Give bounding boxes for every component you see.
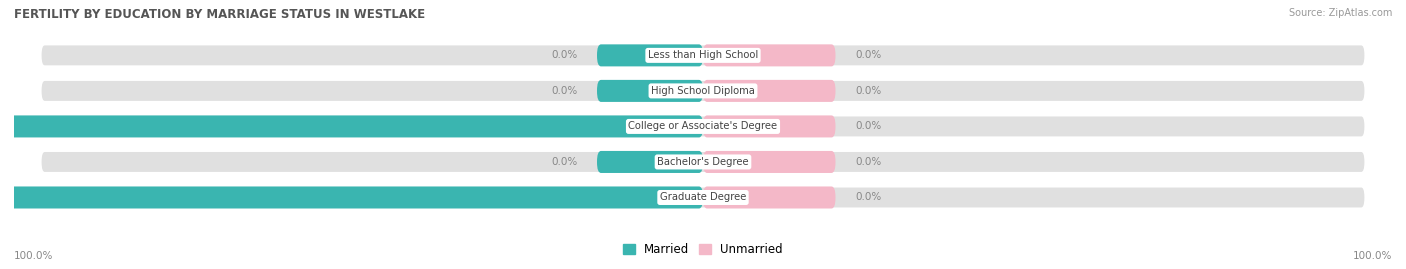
FancyBboxPatch shape: [41, 151, 1365, 173]
Text: FERTILITY BY EDUCATION BY MARRIAGE STATUS IN WESTLAKE: FERTILITY BY EDUCATION BY MARRIAGE STATU…: [14, 8, 425, 21]
FancyBboxPatch shape: [703, 44, 835, 66]
Text: College or Associate's Degree: College or Associate's Degree: [628, 121, 778, 132]
Text: High School Diploma: High School Diploma: [651, 86, 755, 96]
FancyBboxPatch shape: [598, 151, 703, 173]
Text: 0.0%: 0.0%: [551, 86, 576, 96]
Text: 0.0%: 0.0%: [855, 157, 882, 167]
Text: Less than High School: Less than High School: [648, 50, 758, 60]
FancyBboxPatch shape: [41, 186, 1365, 208]
Text: 100.0%: 100.0%: [14, 251, 53, 261]
Text: 0.0%: 0.0%: [551, 157, 576, 167]
FancyBboxPatch shape: [598, 80, 703, 102]
FancyBboxPatch shape: [41, 115, 1365, 137]
FancyBboxPatch shape: [0, 115, 703, 137]
Text: 0.0%: 0.0%: [855, 50, 882, 60]
FancyBboxPatch shape: [703, 115, 835, 137]
Text: 0.0%: 0.0%: [855, 121, 882, 132]
Text: 0.0%: 0.0%: [551, 50, 576, 60]
Text: 100.0%: 100.0%: [1353, 251, 1392, 261]
FancyBboxPatch shape: [703, 186, 835, 208]
Text: Bachelor's Degree: Bachelor's Degree: [657, 157, 749, 167]
FancyBboxPatch shape: [41, 80, 1365, 102]
Text: 0.0%: 0.0%: [855, 86, 882, 96]
FancyBboxPatch shape: [703, 80, 835, 102]
FancyBboxPatch shape: [703, 151, 835, 173]
Text: 0.0%: 0.0%: [855, 193, 882, 203]
Legend: Married, Unmarried: Married, Unmarried: [623, 243, 783, 256]
FancyBboxPatch shape: [598, 44, 703, 66]
FancyBboxPatch shape: [0, 186, 703, 208]
Text: Graduate Degree: Graduate Degree: [659, 193, 747, 203]
Text: Source: ZipAtlas.com: Source: ZipAtlas.com: [1288, 8, 1392, 18]
FancyBboxPatch shape: [41, 44, 1365, 66]
